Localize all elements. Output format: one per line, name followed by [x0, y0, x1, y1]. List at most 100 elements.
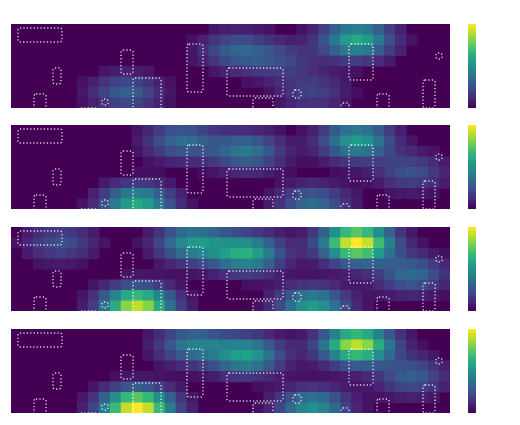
- heatmap-cell: [384, 381, 396, 393]
- heatmap-cell: [109, 300, 122, 311]
- heatmap-cell: [252, 269, 265, 281]
- heatmap-cell: [131, 87, 144, 99]
- contour-outline: [52, 372, 62, 390]
- contour-outline: [252, 198, 274, 209]
- heatmap-cell: [274, 269, 286, 281]
- heatmap-cell: [230, 350, 243, 362]
- contour-outline: [376, 398, 390, 413]
- heatmap-cell: [318, 66, 330, 78]
- heatmap-cell: [329, 167, 341, 179]
- heatmap-cell: [439, 248, 450, 260]
- contour-outline: [52, 67, 62, 85]
- heatmap-cell: [296, 279, 308, 291]
- heatmap-cell: [142, 248, 155, 260]
- heatmap-cell: [263, 339, 275, 351]
- heatmap-cell: [252, 402, 265, 413]
- heatmap-cell: [186, 300, 199, 311]
- heatmap-cell: [164, 402, 177, 413]
- heatmap-cell: [241, 135, 254, 147]
- heatmap-cell: [406, 135, 418, 147]
- heatmap-cell: [153, 198, 166, 209]
- heatmap-cell: [307, 55, 319, 67]
- contour-outline: [101, 199, 109, 207]
- heatmap-cell: [164, 258, 177, 270]
- heatmap-cell: [87, 76, 100, 88]
- heatmap-cell: [340, 258, 352, 270]
- heatmap-cell: [230, 146, 243, 158]
- contour-outline: [252, 402, 274, 413]
- contour-outline: [252, 300, 274, 311]
- heatmap-cell: [296, 300, 308, 311]
- heatmap-cell: [252, 329, 265, 341]
- heatmap-cell: [197, 360, 210, 372]
- heatmap-cell: [241, 24, 254, 36]
- heatmap-cell: [384, 45, 396, 57]
- heatmap-cell: [142, 392, 155, 404]
- heatmap-cell: [186, 339, 199, 351]
- heatmap-cell: [296, 258, 308, 270]
- heatmap-cell: [208, 24, 221, 36]
- heatmap-cell: [219, 360, 232, 372]
- heatmap-cell: [252, 381, 265, 393]
- heatmap-cell: [252, 258, 265, 270]
- heatmap-cell: [164, 350, 177, 362]
- heatmap-cell: [11, 237, 23, 249]
- heatmap-cell: [329, 24, 341, 36]
- heatmap-cell: [296, 402, 308, 413]
- heatmap-cell: [307, 34, 319, 46]
- heatmap-cell: [318, 135, 330, 147]
- heatmap-cell: [252, 45, 265, 57]
- heatmap-cell: [76, 290, 89, 302]
- heatmap-cell: [362, 329, 374, 341]
- heatmap-cell: [230, 237, 243, 249]
- heatmap-cell: [351, 300, 363, 311]
- heatmap-cell: [208, 66, 221, 78]
- heatmap-cell: [351, 290, 363, 302]
- heatmap-cell: [285, 350, 297, 362]
- heatmap-cell: [43, 248, 56, 260]
- heatmap-cell: [263, 24, 275, 36]
- heatmap-cell: [384, 269, 396, 281]
- heatmap-cell: [362, 125, 374, 137]
- heatmap-cell: [406, 339, 418, 351]
- heatmap-cell: [296, 45, 308, 57]
- heatmap-cell: [164, 227, 177, 239]
- heatmap-cell: [120, 66, 133, 78]
- heatmap-cell: [263, 198, 275, 209]
- heatmap-cell: [285, 371, 297, 383]
- heatmap-cell: [219, 339, 232, 351]
- heatmap-cell: [318, 156, 330, 168]
- heatmap-cell: [230, 360, 243, 372]
- heatmap-cell: [252, 55, 265, 67]
- heatmap-cell: [340, 381, 352, 393]
- heatmap-cell: [153, 392, 166, 404]
- heatmap-cell: [274, 339, 286, 351]
- heatmap-cell: [351, 227, 363, 239]
- heatmap-cell: [175, 198, 188, 209]
- heatmap-cell: [296, 188, 308, 200]
- heatmap-cell: [54, 237, 67, 249]
- heatmap-cell: [318, 34, 330, 46]
- heatmap-cell: [285, 188, 297, 200]
- heatmap-cell: [164, 269, 177, 281]
- heatmap-cell: [43, 237, 56, 249]
- heatmap-cell: [329, 188, 341, 200]
- heatmap-cell: [296, 381, 308, 393]
- heatmap-cell: [98, 392, 111, 404]
- heatmap-cell: [164, 156, 177, 168]
- heatmap-cell: [131, 198, 144, 209]
- heatmap-cell: [417, 237, 429, 249]
- heatmap-cell: [76, 76, 89, 88]
- heatmap-cell: [417, 269, 429, 281]
- heatmap-cell: [373, 146, 385, 158]
- heatmap-cell: [329, 290, 341, 302]
- heatmap-cell: [120, 87, 133, 99]
- heatmap-cell: [307, 87, 319, 99]
- heatmap-cell: [351, 45, 363, 57]
- heatmap-plot: [11, 329, 450, 413]
- heatmap-cell: [175, 300, 188, 311]
- heatmap-cell: [318, 76, 330, 88]
- heatmap-cell: [274, 167, 286, 179]
- heatmap-cell: [142, 177, 155, 189]
- heatmap-cell: [406, 279, 418, 291]
